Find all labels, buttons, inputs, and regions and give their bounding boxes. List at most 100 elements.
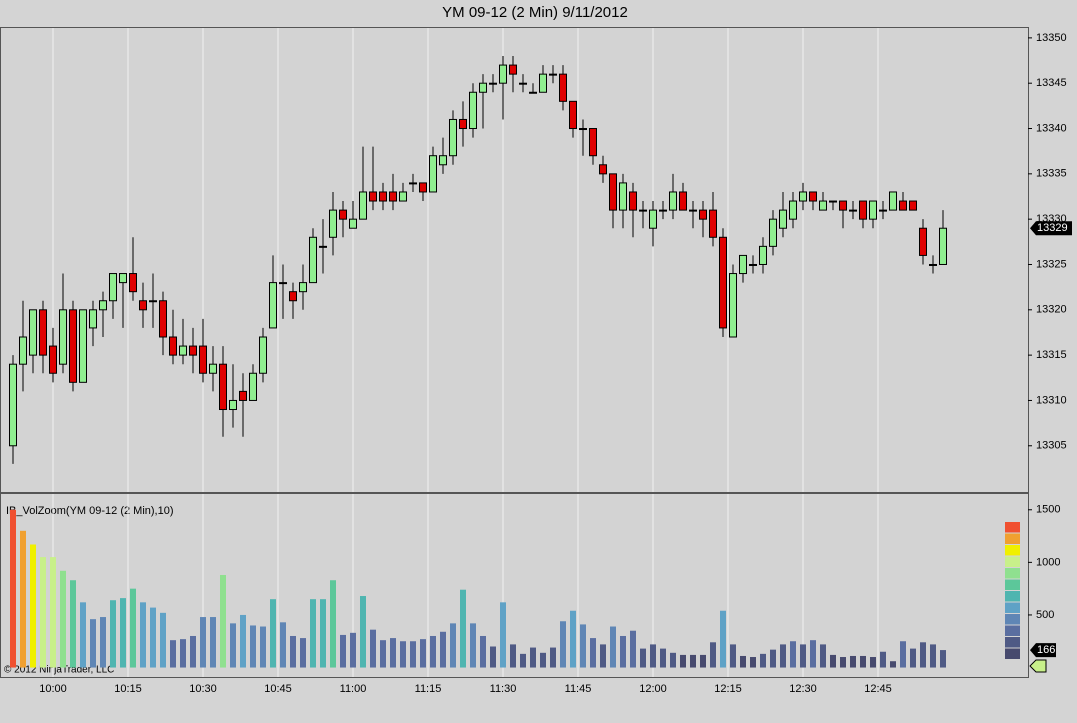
volume-bar [750,657,756,668]
candle-body [829,200,837,203]
candle-body [359,191,367,220]
y-tick-label: 13310 [1036,394,1067,406]
volume-bar [860,655,866,668]
volume-bar [940,650,946,668]
candle-body [179,345,187,356]
candle-body [309,236,317,284]
volume-bar [700,654,706,668]
volume-bar [660,648,666,668]
y-tick-label: 13340 [1036,122,1067,134]
indicator-label: IB_VolZoom(YM 09-12 (2 Min),10) [6,505,174,517]
volume-bar [50,557,56,668]
candle-body [759,245,767,265]
volume-bar [90,619,96,668]
color-key [1005,602,1020,613]
candle-body [249,372,257,401]
volume-bar [280,622,286,668]
candle-body [189,345,197,356]
volume-bar [40,557,46,668]
candle-body [409,182,417,185]
last-price-label: 13329 [1037,222,1068,234]
volume-bar [320,599,326,668]
volume-bar [380,640,386,668]
candle-body [239,390,247,401]
candle-body [739,254,747,275]
x-tick-label: 11:30 [490,683,517,695]
volume-bar [580,624,586,668]
volume-bar [190,635,196,668]
volume-bar [500,602,506,668]
candle-body [809,191,817,202]
volume-bar [900,641,906,668]
candle-body [59,309,67,365]
candle-body [399,191,407,202]
volume-bar [530,647,536,668]
candle-body [269,282,277,329]
candle-body [439,155,447,166]
volume-bar [220,574,226,668]
candle-body [819,200,827,211]
candle-body [149,300,157,303]
volume-bar [490,646,496,668]
volume-bar [210,617,216,668]
candle-body [879,209,887,212]
color-key [1005,556,1020,567]
candle-body [89,309,97,329]
volume-bar [810,640,816,668]
candle-body [839,200,847,211]
y-tick-label: 13325 [1036,258,1067,270]
volume-bar [450,623,456,668]
candle-body [749,263,757,266]
x-tick-label: 12:45 [864,683,892,695]
volume-bar [650,644,656,668]
candle-body [39,309,47,356]
volume-bar [420,639,426,668]
candle-body [389,191,397,202]
candle-body [49,345,57,374]
candle-body [639,209,647,212]
candle-body [129,273,137,293]
candle-body [579,128,587,131]
x-tick-label: 11:00 [340,683,367,695]
volume-bar [400,641,406,668]
y-tick-label: 500 [1036,609,1054,621]
candle-body [19,336,27,365]
candle-body [29,309,37,356]
chart-title: YM 09-12 (2 Min) 9/11/2012 [442,4,628,21]
color-key [1005,625,1020,636]
candle-body [99,300,107,311]
volume-bar [30,544,36,668]
volume-bar [240,614,246,668]
candle-body [929,263,937,266]
volume-bar [890,661,896,668]
volume-bar [410,641,416,668]
y-tick-label: 13335 [1036,168,1067,180]
volume-bar [790,641,796,668]
volume-bar [350,632,356,668]
candle-body [719,236,727,329]
volume-bar [150,607,156,668]
candle-body [429,155,437,193]
y-tick-label: 1000 [1036,556,1060,568]
candle-body [279,282,287,285]
volume-bar [100,617,106,668]
volume-bar [460,589,466,668]
candle-body [799,191,807,202]
candle-body [419,182,427,193]
volume-bar [800,644,806,668]
candle-body [109,273,117,302]
color-key [1005,545,1020,556]
price-panel [0,27,1029,493]
volume-bar [730,644,736,668]
volume-bar [680,654,686,668]
x-tick-label: 10:45 [264,683,292,695]
volume-bar [80,602,86,668]
volume-bar [760,653,766,668]
volume-bar [780,644,786,668]
candle-body [769,218,777,247]
y-tick-label: 13320 [1036,304,1067,316]
candle-body [9,363,17,447]
candle-body [139,300,147,311]
color-key [1005,568,1020,579]
volume-bar [270,599,276,668]
